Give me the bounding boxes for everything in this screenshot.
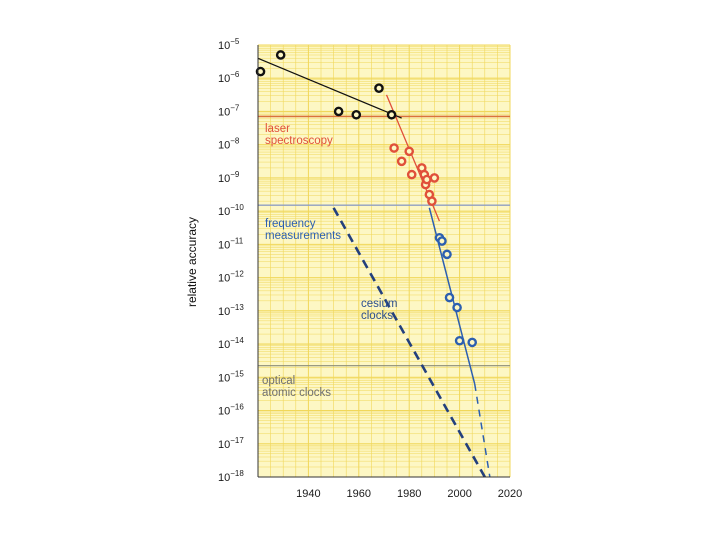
data-point-red (389, 143, 399, 153)
data-point-red (396, 156, 407, 167)
blue-trend-extension (473, 383, 491, 478)
data-point-black (333, 106, 344, 117)
data-point-blue (452, 302, 462, 313)
y-tick-label: 10−8 (218, 137, 240, 152)
data-point-blue (467, 337, 478, 348)
black-trend-line (257, 57, 402, 119)
data-point-red (427, 196, 437, 206)
data-point-red (406, 169, 417, 180)
cesium-clocks-label: clocks (361, 310, 393, 322)
y-axis-label: relative accuracy (185, 217, 199, 307)
data-point-black (275, 50, 286, 60)
x-tick-label: 1960 (347, 488, 371, 500)
x-tick-label: 1980 (397, 488, 421, 500)
data-point-black (374, 83, 384, 93)
data-point-black (386, 109, 397, 120)
y-tick-label: 10−17 (218, 436, 244, 451)
data-points (255, 50, 478, 348)
data-point-red (404, 146, 415, 157)
y-tick-label: 10−6 (218, 70, 240, 85)
data-point-blue (437, 236, 447, 246)
y-tick-label: 10−11 (218, 236, 244, 251)
axes: 1940 1960 1980 2000 2020 10−5 10−6 10−7 10−8 10−9… (218, 37, 522, 500)
frequency-measurements-label: frequency (265, 218, 316, 230)
laser-spectroscopy-label: laser (265, 123, 290, 135)
data-point-black (351, 109, 362, 120)
optical-atomic-clocks-label: optical (262, 375, 295, 387)
data-point-blue (444, 292, 455, 303)
x-tick-label: 2000 (447, 488, 471, 500)
y-tick-label: 10−12 (218, 270, 244, 285)
data-point-red (429, 173, 440, 183)
y-tick-label: 10−15 (218, 369, 244, 384)
y-tick-label: 10−7 (218, 103, 240, 118)
laser-spectroscopy-label: spectroscopy (265, 135, 333, 147)
y-tick-label: 10−10 (218, 203, 244, 218)
y-tick-label: 10−16 (218, 403, 244, 418)
data-point-blue (454, 335, 465, 346)
x-tick-label: 1940 (296, 488, 320, 500)
data-point-red (422, 174, 432, 185)
cesium-clocks-label: cesium (361, 298, 397, 310)
y-tick-label: 10−18 (218, 469, 244, 484)
y-tick-label: 10−5 (218, 37, 240, 52)
cesium-clocks-line (332, 207, 486, 478)
y-tick-label: 10−13 (218, 303, 244, 318)
level-lines (258, 115, 510, 367)
y-tick-label: 10−9 (218, 170, 240, 185)
optical-atomic-clocks-label: atomic clocks (262, 387, 331, 399)
data-point-blue (442, 249, 452, 260)
x-tick-label: 2020 (498, 488, 522, 500)
y-tick-label: 10−14 (218, 336, 244, 351)
frequency-measurements-label: measurements (265, 230, 341, 242)
data-point-black (255, 66, 266, 77)
grid (257, 44, 511, 477)
